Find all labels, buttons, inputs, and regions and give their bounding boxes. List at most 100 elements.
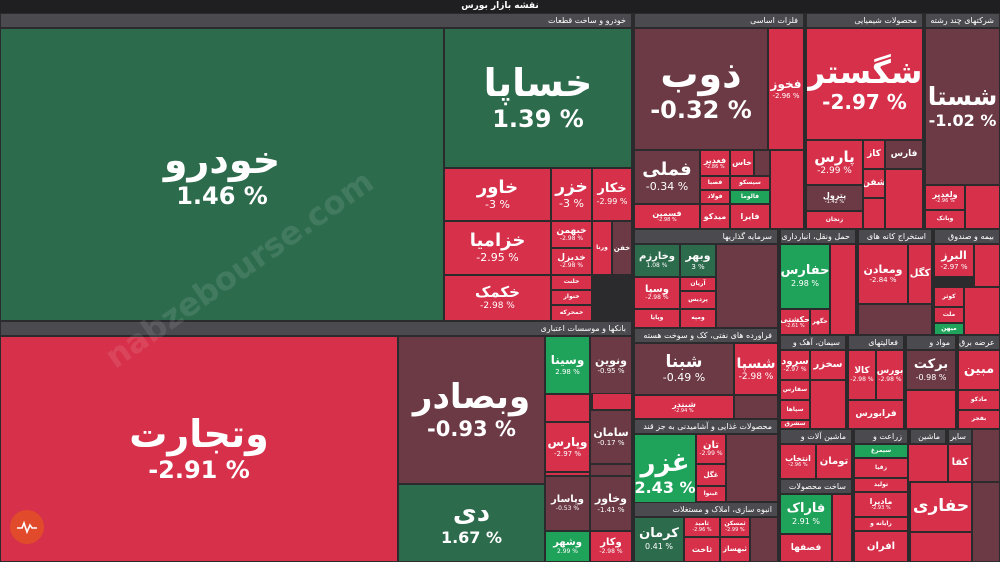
stock-tile[interactable]: برکت -0.98 %: [906, 350, 956, 390]
stock-tile[interactable]: البرز -2.97 %: [934, 244, 974, 277]
stock-tile[interactable]: خنوار: [551, 290, 592, 305]
stock-tile[interactable]: سشرق: [780, 420, 810, 429]
stock-tile[interactable]: کاز: [863, 140, 885, 169]
stock-tile[interactable]: وخاور -1.41 %: [590, 476, 632, 531]
stock-tile[interactable]: شبندر -2.94 %: [634, 395, 734, 419]
stock-tile[interactable]: ثبهساز: [720, 537, 750, 562]
stock-tile[interactable]: بفجر: [958, 410, 1000, 429]
stock-tile[interactable]: سفارس: [780, 380, 810, 400]
stock-tile[interactable]: فارس: [885, 140, 923, 169]
stock-tile[interactable]: حگهر: [810, 309, 830, 335]
stock-tile[interactable]: زقیا: [854, 458, 908, 478]
stock-tile[interactable]: خبهمن -2.98 %: [551, 221, 592, 248]
stock-tile[interactable]: غگل: [696, 464, 726, 486]
stock-tile[interactable]: وشهر 2.99 %: [545, 531, 590, 562]
sector-header[interactable]: حمل ونقل، انبارداری: [780, 229, 856, 244]
stock-tile[interactable]: ثاخت: [684, 537, 720, 562]
stock-tile[interactable]: وخارزم 1.08 %: [634, 244, 680, 277]
sector-header[interactable]: بیمه و صندوق: [934, 229, 1000, 244]
stock-tile[interactable]: تان -2.99 %: [696, 434, 726, 464]
stock-tile[interactable]: وبهر 3 %: [680, 244, 716, 277]
stock-tile[interactable]: کگل: [908, 244, 932, 304]
stock-tile[interactable]: ونوین -0.95 %: [590, 336, 632, 394]
sector-header[interactable]: خودرو و ساخت قطعات: [0, 13, 632, 28]
stock-tile[interactable]: شگستر -2.97 %: [806, 28, 923, 140]
sector-header[interactable]: سرمایه گذاریها: [634, 229, 778, 244]
stock-tile[interactable]: سیسکو: [730, 176, 770, 190]
stock-tile[interactable]: شستا -1.02 %: [925, 28, 1000, 185]
sector-header[interactable]: عرضه برق: [958, 335, 1000, 350]
stock-tile[interactable]: بورس -2.98 %: [876, 350, 904, 400]
stock-tile[interactable]: آریان: [680, 277, 716, 291]
stock-tile[interactable]: حکشتی -2.61 %: [780, 309, 810, 335]
stock-tile[interactable]: کرمان 0.41 %: [634, 517, 684, 562]
stock-tile[interactable]: غزر 2.43 %: [634, 434, 696, 512]
stock-tile[interactable]: تولید: [854, 478, 908, 492]
stock-tile[interactable]: ومعادن -2.84 %: [858, 244, 908, 304]
sector-header[interactable]: ماشین آلات و: [780, 429, 852, 444]
stock-tile[interactable]: خفن: [612, 221, 632, 275]
stock-tile[interactable]: فسمین -2.98 %: [634, 204, 700, 229]
stock-tile[interactable]: فرابورس: [848, 400, 904, 429]
stock-tile[interactable]: وکار -2.98 %: [590, 531, 632, 562]
stock-tile[interactable]: خزر -3 %: [551, 168, 592, 221]
stock-tile[interactable]: فخوز -2.96 %: [768, 28, 804, 150]
stock-tile[interactable]: رایانه و: [854, 517, 908, 531]
stock-tile[interactable]: خساپا 1.39 %: [444, 28, 632, 168]
stock-tile[interactable]: وبصادر -0.93 %: [398, 336, 545, 484]
sector-header[interactable]: استخراج کانه های: [858, 229, 932, 244]
stock-tile[interactable]: غبنوا: [696, 486, 726, 502]
stock-tile[interactable]: فغدیر -2.86 %: [700, 150, 730, 176]
stock-tile[interactable]: خزامیا -2.95 %: [444, 221, 551, 275]
stock-tile[interactable]: سخزر: [810, 350, 846, 380]
sector-header[interactable]: شرکتهای چند رشته: [925, 13, 1000, 28]
stock-tile[interactable]: افران: [854, 531, 908, 562]
stock-tile[interactable]: ومپه: [680, 309, 716, 328]
stock-tile[interactable]: تومان: [816, 444, 852, 479]
stock-tile[interactable]: ذوب -0.32 %: [634, 28, 768, 150]
stock-tile[interactable]: فصبا: [700, 176, 730, 190]
stock-tile[interactable]: مبین: [958, 350, 1000, 390]
sector-header[interactable]: فراورده های نفتی، کک و سوخت هسته: [634, 328, 778, 343]
stock-tile[interactable]: وپارس -2.97 %: [545, 422, 590, 472]
stock-tile[interactable]: فصفها: [780, 534, 832, 562]
stock-tile[interactable]: پردیس: [680, 291, 716, 309]
stock-tile[interactable]: ولغدیر -2.96 %: [925, 185, 965, 210]
sector-header[interactable]: بانکها و موسسات اعتباری: [0, 321, 632, 336]
sector-header[interactable]: ماشین: [910, 429, 946, 444]
stock-tile[interactable]: خکمک -2.98 %: [444, 275, 551, 321]
stock-tile[interactable]: فالوما: [730, 190, 770, 204]
stock-tile[interactable]: وسپا -2.98 %: [634, 277, 680, 309]
sector-header[interactable]: انبوه سازی، املاک و مستغلات: [634, 502, 778, 517]
stock-tile[interactable]: ثمسکن -2.99 %: [720, 517, 750, 537]
stock-tile[interactable]: خودرو 1.46 %: [0, 28, 444, 321]
stock-tile[interactable]: وپاسار -0.53 %: [545, 476, 590, 531]
stock-tile[interactable]: خاور -3 %: [444, 168, 551, 221]
stock-tile[interactable]: وسینا 2.98 %: [545, 336, 590, 394]
stock-tile[interactable]: میدکو: [700, 204, 730, 229]
stock-tile[interactable]: سرود -2.97 %: [780, 350, 810, 380]
stock-tile[interactable]: ملت: [934, 307, 964, 323]
stock-tile[interactable]: زنجان: [806, 211, 863, 229]
stock-tile[interactable]: پارس -2.99 %: [806, 140, 863, 185]
sector-header[interactable]: فعالیتهای: [848, 335, 904, 350]
stock-tile[interactable]: کفا: [948, 444, 972, 482]
stock-tile[interactable]: شبنا -0.49 %: [634, 343, 734, 395]
stock-tile[interactable]: انتخاب -2.96 %: [780, 444, 816, 479]
stock-tile[interactable]: سیمرغ: [854, 444, 908, 458]
stock-tile[interactable]: شسپا -2.98 %: [734, 343, 778, 395]
stock-tile[interactable]: سامان -0.17 %: [590, 410, 632, 464]
stock-tile[interactable]: خدیزل -2.98 %: [551, 248, 592, 275]
sector-header[interactable]: محصولات غذایی و آشامیدنی به جز قند: [634, 419, 778, 434]
sector-header[interactable]: ساخت محصولات: [780, 479, 852, 494]
stock-tile[interactable]: خکار -2.99 %: [592, 168, 632, 221]
sector-header[interactable]: مواد و: [906, 335, 956, 350]
stock-tile[interactable]: مادکو: [958, 390, 1000, 410]
stock-tile[interactable]: فاراک 2.91 %: [780, 494, 832, 534]
stock-tile[interactable]: حفاری: [910, 482, 972, 532]
stock-tile[interactable]: میهن: [934, 323, 964, 335]
stock-tile[interactable]: کالا -2.98 %: [848, 350, 876, 400]
stock-tile[interactable]: فولاد: [700, 190, 730, 204]
stock-tile[interactable]: وبانک: [925, 210, 965, 229]
stock-tile[interactable]: سپاها: [780, 400, 810, 420]
